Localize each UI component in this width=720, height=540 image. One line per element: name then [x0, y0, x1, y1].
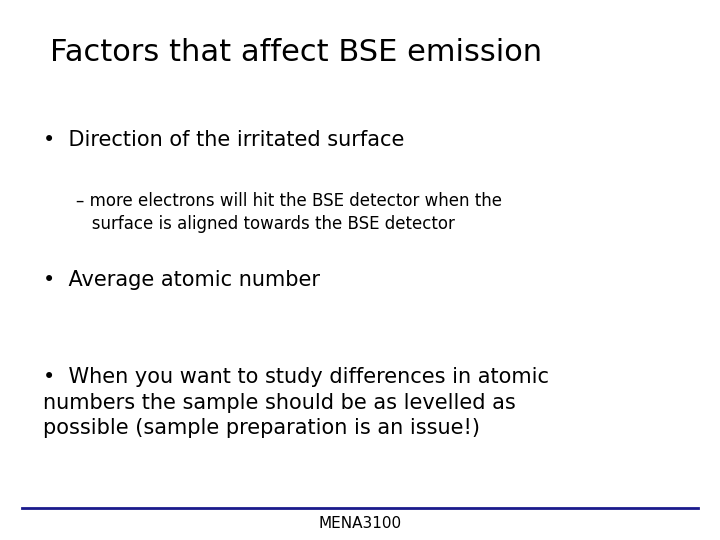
Text: – more electrons will hit the BSE detector when the
   surface is aligned toward: – more electrons will hit the BSE detect… [76, 192, 502, 233]
Text: Factors that affect BSE emission: Factors that affect BSE emission [50, 38, 543, 67]
Text: •  Average atomic number: • Average atomic number [43, 270, 320, 290]
Text: •  Direction of the irritated surface: • Direction of the irritated surface [43, 130, 405, 150]
Text: MENA3100: MENA3100 [318, 516, 402, 531]
Text: •  When you want to study differences in atomic
numbers the sample should be as : • When you want to study differences in … [43, 367, 549, 438]
